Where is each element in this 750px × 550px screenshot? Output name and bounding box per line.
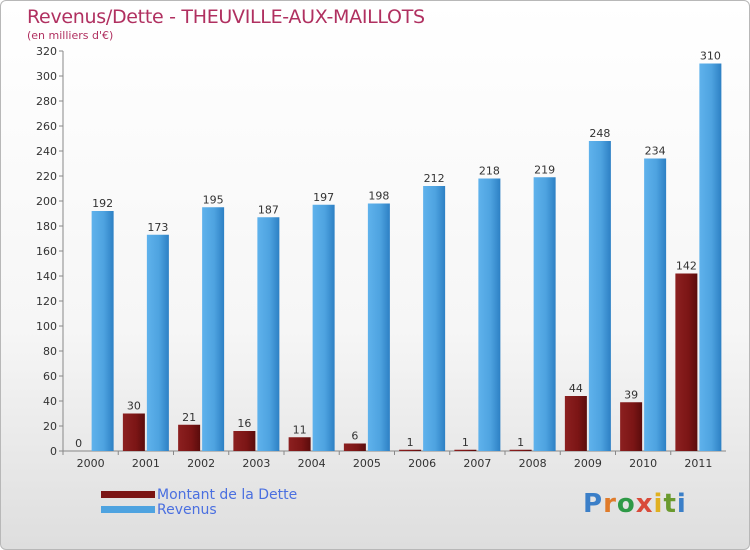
bar-dette (454, 449, 477, 451)
brand-logo: Proxiti (583, 489, 687, 519)
x-tick-label: 2002 (187, 457, 215, 470)
data-label-revenus: 195 (203, 193, 224, 206)
y-tick-label: 120 (36, 295, 57, 308)
y-tick-label: 20 (43, 420, 57, 433)
data-label-revenus: 187 (258, 203, 279, 216)
brand-letter: x (635, 489, 654, 519)
y-tick-label: 220 (36, 170, 57, 183)
chart-bars (91, 63, 722, 451)
brand-letter: t (663, 489, 677, 519)
bar-revenus (478, 178, 501, 451)
bar-dette (288, 437, 311, 451)
x-tick-label: 2006 (408, 457, 436, 470)
bar-revenus (423, 186, 446, 451)
bar-dette (399, 449, 422, 451)
x-tick-label: 2007 (463, 457, 491, 470)
y-tick-label: 160 (36, 245, 57, 258)
y-tick-label: 100 (36, 320, 57, 333)
legend-swatch-revenus (101, 506, 155, 513)
chart-data-labels: 0 192 30 173 21 195 16 187 11 197 6 198 1 212 1 218 1 219… (75, 50, 721, 451)
data-label-revenus: 248 (589, 127, 610, 140)
brand-letter: i (653, 489, 664, 519)
data-label-dette: 11 (293, 423, 307, 436)
data-label-revenus: 198 (368, 190, 389, 203)
x-tick-label: 2000 (77, 457, 105, 470)
x-tick-label: 2011 (684, 457, 712, 470)
bar-revenus (644, 158, 667, 451)
data-label-dette: 1 (407, 436, 414, 449)
bar-revenus (257, 217, 280, 451)
data-label-revenus: 310 (700, 50, 721, 63)
data-label-revenus: 192 (92, 197, 113, 210)
y-tick-label: 200 (36, 195, 57, 208)
bar-dette (233, 431, 256, 451)
x-tick-label: 2003 (242, 457, 270, 470)
y-tick-label: 140 (36, 270, 57, 283)
data-label-revenus: 219 (534, 163, 555, 176)
brand-letter: o (616, 489, 636, 519)
legend-label-revenus: Revenus (157, 502, 217, 518)
bar-revenus (699, 63, 722, 451)
data-label-dette: 0 (75, 437, 82, 450)
data-label-revenus: 212 (424, 172, 445, 185)
bar-revenus (91, 211, 114, 451)
bar-dette (343, 443, 366, 451)
x-tick-label: 2004 (298, 457, 326, 470)
x-tick-label: 2010 (629, 457, 657, 470)
brand-letter: i (676, 489, 687, 519)
data-label-dette: 6 (351, 430, 358, 443)
bar-dette (122, 413, 145, 451)
data-label-dette: 1 (517, 436, 524, 449)
y-tick-label: 300 (36, 70, 57, 83)
bar-revenus (588, 141, 611, 451)
data-label-dette: 44 (569, 382, 583, 395)
bar-revenus (146, 234, 169, 451)
y-tick-label: 180 (36, 220, 57, 233)
brand-letter: P (583, 489, 604, 519)
x-tick-label: 2008 (519, 457, 547, 470)
chart-title: Revenus/Dette - THEUVILLE-AUX-MAILLOTS (27, 6, 425, 28)
y-tick-label: 0 (50, 445, 57, 458)
data-label-revenus: 234 (645, 145, 666, 158)
legend-label-dette: Montant de la Dette (157, 487, 298, 503)
data-label-dette: 39 (624, 388, 638, 401)
x-tick-label: 2009 (574, 457, 602, 470)
y-tick-label: 320 (36, 45, 57, 58)
y-tick-label: 60 (43, 370, 57, 383)
chart-axes: 0204060801001201401601802002202402602803… (36, 45, 726, 470)
bar-revenus (202, 207, 225, 451)
bar-dette (509, 449, 532, 451)
bar-dette (564, 396, 587, 451)
bar-dette (620, 402, 643, 451)
data-label-dette: 1 (462, 436, 469, 449)
y-tick-label: 80 (43, 345, 57, 358)
data-label-revenus: 197 (313, 191, 334, 204)
bar-revenus (367, 203, 390, 451)
y-tick-label: 280 (36, 95, 57, 108)
x-tick-label: 2001 (132, 457, 160, 470)
bar-dette (178, 424, 201, 451)
y-tick-label: 40 (43, 395, 57, 408)
y-tick-label: 260 (36, 120, 57, 133)
data-label-dette: 16 (237, 417, 251, 430)
bar-revenus (533, 177, 556, 451)
bar-dette (675, 273, 698, 451)
data-label-dette: 21 (182, 411, 196, 424)
data-label-revenus: 218 (479, 165, 500, 178)
data-label-revenus: 173 (147, 221, 168, 234)
y-tick-label: 240 (36, 145, 57, 158)
bar-revenus (312, 204, 335, 451)
data-label-dette: 142 (676, 260, 697, 273)
brand-letter: r (603, 489, 617, 519)
data-label-dette: 30 (127, 400, 141, 413)
legend-swatch-dette (101, 491, 155, 498)
x-tick-label: 2005 (353, 457, 381, 470)
chart-subtitle: (en milliers d'€) (27, 29, 114, 42)
